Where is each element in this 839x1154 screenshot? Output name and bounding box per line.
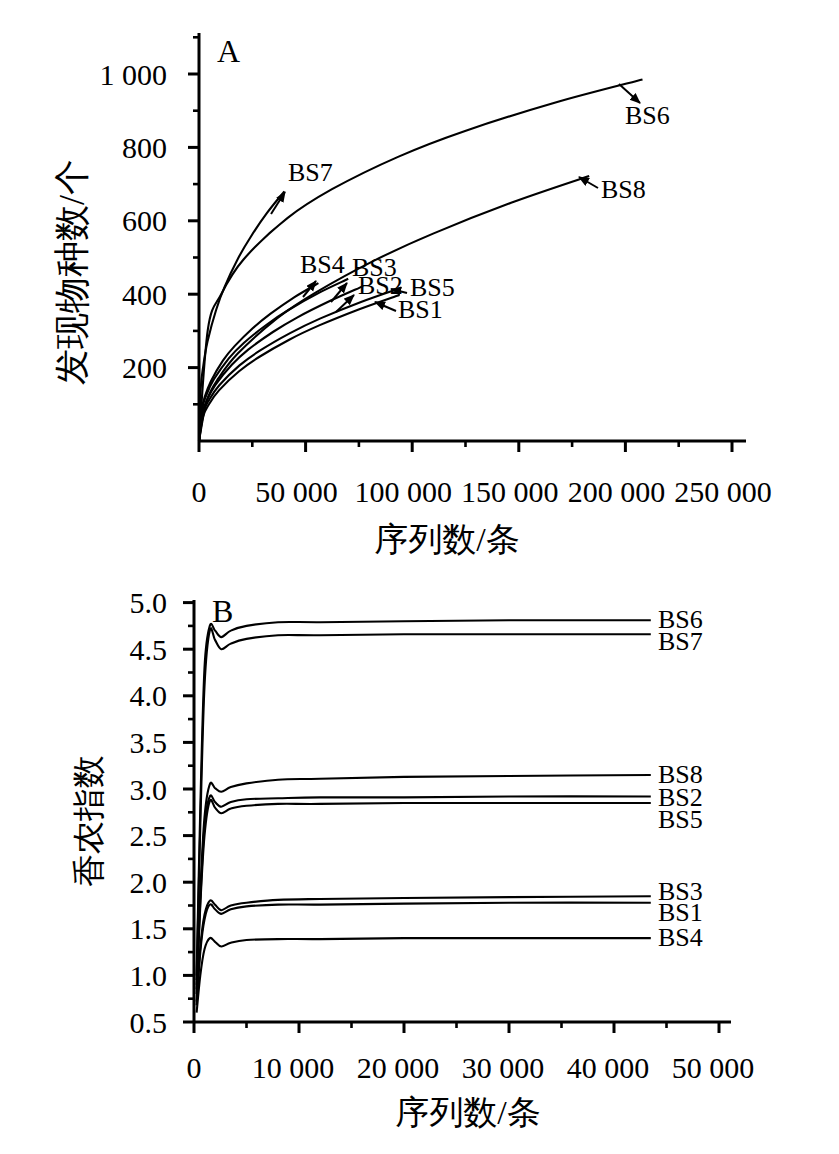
series-curve-BS2 bbox=[197, 795, 651, 989]
x-tick-label: 50 000 bbox=[672, 1051, 755, 1084]
y-tick-label: 200 bbox=[122, 351, 167, 384]
label-arrow-BS1 bbox=[375, 302, 396, 311]
x-axis-title-B: 序列数/条 bbox=[395, 1094, 540, 1131]
y-tick-label: 2.5 bbox=[130, 819, 168, 852]
series-label-BS1: BS1 bbox=[398, 295, 443, 324]
figure-rarefaction-shannon: 0 50 000 100 000 150 000 200 000250 000 200 40… bbox=[0, 0, 839, 1154]
panel-letter-B: B bbox=[212, 593, 233, 629]
x-tick-label: 100 000 bbox=[354, 475, 452, 508]
panel-letter-A: A bbox=[217, 33, 240, 69]
x-tick-label: 0 bbox=[187, 1051, 202, 1084]
x-tick-label: 20 000 bbox=[357, 1051, 440, 1084]
series-label-BS6: BS6 bbox=[625, 101, 670, 130]
chart-canvas: 0 50 000 100 000 150 000 200 000250 000 200 40… bbox=[0, 0, 839, 1154]
y-tick-label: 3.0 bbox=[130, 773, 168, 806]
x-tick-label: 10 000 bbox=[252, 1051, 335, 1084]
series-curve-BS1 bbox=[197, 903, 651, 1006]
label-arrow-BS8 bbox=[579, 177, 598, 188]
panel-B: 0 10 000 20 000 30 000 40 000 50 000 0.5 1.0 1.5… bbox=[71, 586, 754, 1131]
y-tick-label: 1.5 bbox=[130, 912, 168, 945]
x-tick-label: 40 000 bbox=[567, 1051, 650, 1084]
y-tick-label: 2.0 bbox=[130, 866, 168, 899]
series-curve-BS7 bbox=[199, 191, 284, 441]
series-label-BS7: BS7 bbox=[288, 158, 333, 187]
x-tick-label: 50 000 bbox=[255, 475, 338, 508]
series-curve-BS8 bbox=[199, 176, 589, 441]
y-tick-label: 1 000 bbox=[100, 58, 168, 91]
y-tick-label: 1.0 bbox=[130, 959, 168, 992]
x-tick-label: 250 000 bbox=[674, 475, 772, 508]
series-label-BS4: BS4 bbox=[300, 250, 345, 279]
series-label-BS8: BS8 bbox=[601, 175, 646, 204]
series-label-BS7: BS7 bbox=[658, 627, 703, 656]
series-label-BS5: BS5 bbox=[658, 805, 703, 834]
y-axis-title-B: 香农指数 bbox=[71, 755, 107, 887]
panel-A: 0 50 000 100 000 150 000 200 000250 000 200 40… bbox=[52, 33, 772, 558]
y-axis-title-A: 发现物种数/个 bbox=[52, 159, 92, 385]
y-tick-label: 800 bbox=[122, 131, 167, 164]
y-tick-label: 4.5 bbox=[130, 633, 168, 666]
series-curve-BS4 bbox=[197, 938, 651, 1013]
series-curve-BS6 bbox=[199, 80, 643, 442]
x-tick-label: 0 bbox=[192, 475, 207, 508]
x-tick-label: 30 000 bbox=[462, 1051, 545, 1084]
y-tick-label: 0.5 bbox=[130, 1006, 168, 1039]
series-label-BS4: BS4 bbox=[658, 923, 703, 952]
y-tick-label: 5.0 bbox=[130, 586, 168, 619]
x-tick-label: 150 000 bbox=[461, 475, 559, 508]
x-tick-label: 200 000 bbox=[568, 475, 666, 508]
y-tick-label: 3.5 bbox=[130, 726, 168, 759]
series-curve-BS8 bbox=[197, 775, 651, 985]
y-tick-label: 400 bbox=[122, 278, 167, 311]
series-label-BS2: BS2 bbox=[358, 271, 403, 300]
y-tick-label: 600 bbox=[122, 204, 167, 237]
x-axis-title-A: 序列数/条 bbox=[374, 521, 519, 558]
y-tick-label: 4.0 bbox=[130, 679, 168, 712]
series-curve-BS3 bbox=[197, 896, 651, 1001]
label-arrow-BS7 bbox=[271, 192, 285, 214]
